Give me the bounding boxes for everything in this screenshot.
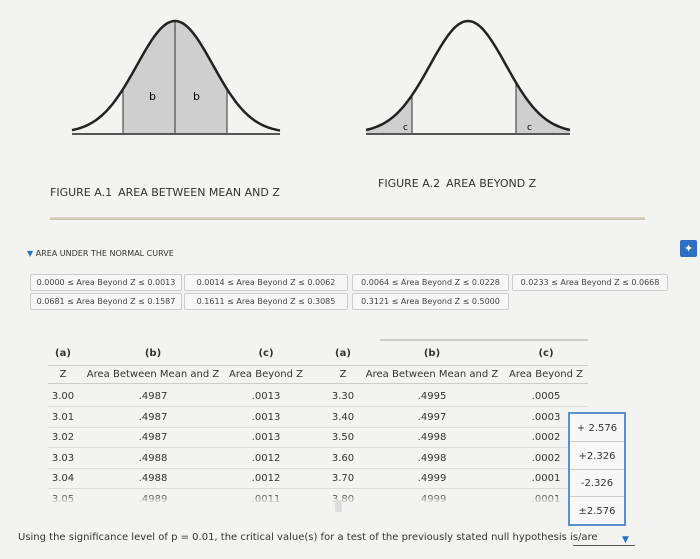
option-divider: [570, 496, 624, 497]
group-header: (a): [55, 348, 71, 359]
range-button[interactable]: 0.0064 ≤ Area Beyond Z ≤ 0.0228: [352, 274, 509, 291]
scroll-handle[interactable]: [335, 500, 342, 512]
figures: b b c c: [71, 19, 571, 135]
table-cell: 3.03: [51, 452, 75, 464]
option-divider: [570, 468, 624, 470]
figure-caption: FIGURE A.1 AREA BETWEEN MEAN AND Z: [50, 186, 280, 199]
row-line: [48, 426, 588, 428]
column-header: Area Between Mean and Z: [365, 369, 499, 380]
table-cell: .0013: [251, 391, 281, 402]
divider: [50, 217, 645, 220]
region-label: b: [149, 90, 156, 103]
table-cell: .0003: [531, 411, 561, 423]
figure-caption-text: AREA BETWEEN MEAN AND Z: [118, 186, 280, 199]
row-line: [48, 488, 588, 489]
row-line: [48, 447, 588, 448]
icon[interactable]: ✦: [680, 240, 697, 257]
group-header: (c): [538, 348, 554, 359]
column-header: Z: [59, 369, 67, 380]
figure-caption-text: AREA BEYOND Z: [446, 177, 537, 190]
group-header: (a): [335, 348, 351, 359]
table-cell: .4988: [138, 452, 168, 464]
region-label: c: [403, 123, 408, 133]
bell-curve: [365, 19, 571, 132]
range-button[interactable]: 0.0000 ≤ Area Beyond Z ≤ 0.0013: [30, 274, 182, 291]
table-cell: 3.50: [331, 432, 355, 443]
table-cell: .4987: [138, 411, 168, 423]
table-cell: 3.01: [51, 411, 75, 423]
table-cell: .4999: [417, 473, 447, 484]
table-cell: .0013: [251, 432, 281, 443]
table-cell: .0013: [251, 411, 281, 423]
table-cell: .4995: [417, 391, 447, 402]
table-cell: .0002: [531, 452, 561, 464]
table-cell: 3.04: [51, 473, 75, 484]
range-button[interactable]: 0.0681 ≤ Area Beyond Z ≤ 0.1587: [30, 293, 182, 310]
table-cell: 3.70: [331, 473, 355, 484]
table-cell: .0012: [251, 452, 281, 464]
option-divider: [570, 441, 624, 442]
dropdown-option[interactable]: -2.326: [580, 478, 614, 489]
table-cell: .4997: [417, 411, 447, 423]
rule: [48, 365, 588, 366]
dropdown-option[interactable]: +2.326: [578, 450, 616, 462]
range-button[interactable]: 0.0014 ≤ Area Beyond Z ≤ 0.0062: [184, 274, 348, 291]
region-label: b: [193, 90, 200, 103]
figure-label: FIGURE A.1: [50, 186, 113, 199]
column-header: Area Beyond Z: [509, 369, 583, 380]
table-cell: .4998: [417, 452, 447, 464]
rule: [48, 383, 588, 384]
dropdown-list: + 2.576 +2.326 -2.326 ±2.576: [568, 412, 626, 526]
section-header[interactable]: ▼ AREA UNDER THE NORMAL CURVE: [27, 249, 174, 258]
rule: [380, 339, 588, 341]
section-title: AREA UNDER THE NORMAL CURVE: [35, 249, 174, 258]
collapse-icon: ▼: [27, 249, 34, 258]
table-cell: .0012: [251, 473, 281, 484]
table-cell: .0001: [531, 473, 561, 484]
fade: [0, 494, 600, 504]
figure-label: FIGURE A.2: [378, 177, 441, 190]
table-cell: 3.00: [51, 391, 75, 402]
table-cell: .0002: [531, 432, 561, 443]
column-header: Area Between Mean and Z: [86, 369, 220, 380]
group-header: (b): [144, 348, 162, 359]
row-line: [48, 406, 588, 407]
table-cell: 3.40: [331, 411, 355, 423]
table-cell: .4987: [138, 391, 168, 402]
range-button[interactable]: 0.1611 ≤ Area Beyond Z ≤ 0.3085: [184, 293, 348, 310]
shaded-area: [366, 95, 412, 133]
table-cell: .4987: [138, 432, 168, 443]
figure-caption: FIGURE A.2 AREA BEYOND Z: [378, 177, 536, 190]
table-cell: .4998: [417, 432, 447, 443]
table-cell: 3.30: [331, 391, 355, 402]
dropdown-arrow[interactable]: ▼: [622, 535, 629, 545]
table-cell: .0005: [531, 391, 561, 402]
question-text: Using the significance level of p = 0.01…: [18, 532, 598, 543]
table-cell: .4988: [138, 473, 168, 484]
row-line: [48, 467, 588, 469]
table-cell: 3.60: [331, 452, 355, 464]
dropdown-field[interactable]: [573, 545, 635, 546]
region-label: c: [527, 123, 532, 133]
dropdown-option[interactable]: ±2.576: [578, 505, 616, 517]
group-header: (b): [423, 348, 441, 359]
range-button[interactable]: 0.0233 ≤ Area Beyond Z ≤ 0.0668: [512, 274, 668, 291]
column-header: Area Beyond Z: [229, 369, 303, 380]
column-header: Z: [339, 369, 347, 380]
shaded-area: [516, 82, 570, 133]
bell-curve: [71, 19, 281, 132]
table-cell: 3.02: [51, 432, 75, 443]
dropdown-option[interactable]: + 2.576: [576, 423, 618, 434]
range-button[interactable]: 0.3121 ≤ Area Beyond Z ≤ 0.5000: [352, 293, 509, 310]
group-header: (c): [258, 348, 274, 359]
table: (a) Z (b) Area Between Mean and Z (c) Area Be…: [0, 340, 600, 503]
